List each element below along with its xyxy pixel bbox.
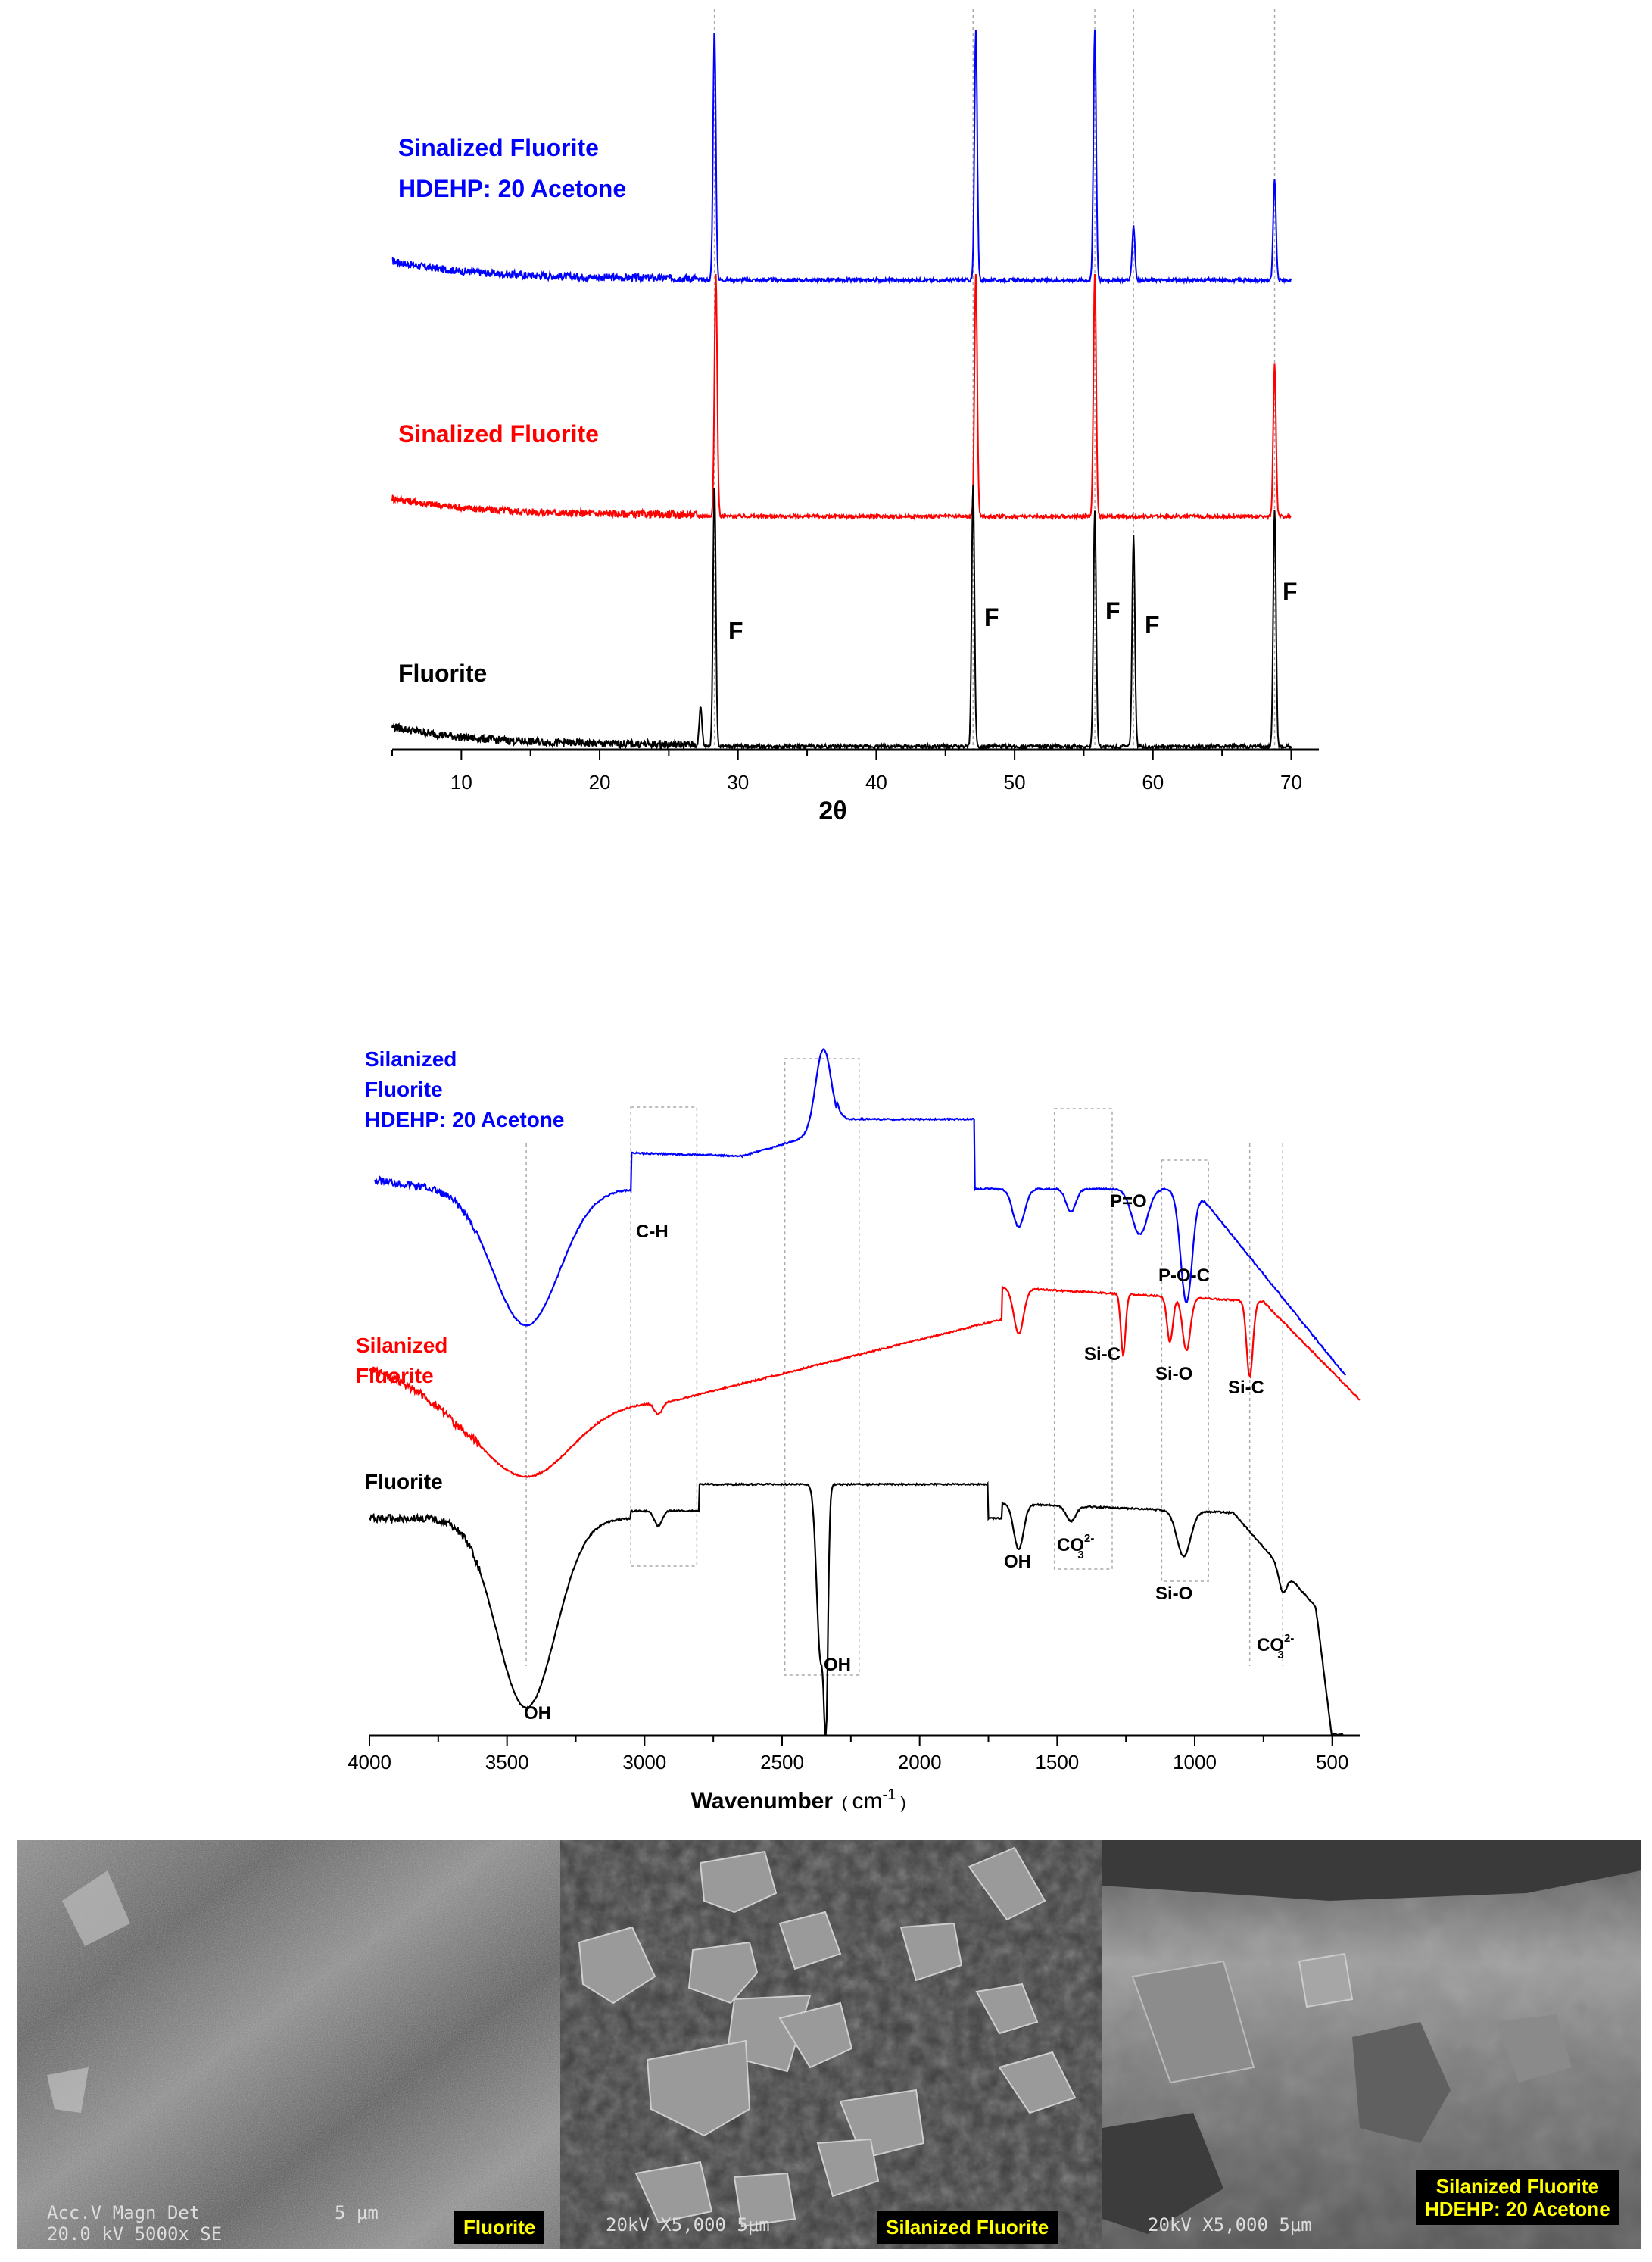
ftir-tick-label: 500 <box>1316 1751 1348 1774</box>
ftir-series-label: HDEHP: 20 Acetone <box>365 1108 564 1131</box>
ftir-tick-label: 1000 <box>1173 1751 1217 1774</box>
xrd-tick-label: 60 <box>1142 771 1164 794</box>
sem-micro-line1: 20kV X5,000 5μm <box>606 2214 770 2235</box>
sem-micro-line2: 20.0 kV 5000x SE <box>47 2223 223 2245</box>
sem-panel-silanized-hdehp: 20kV X5,000 5μm Silanized Fluorite HDEHP… <box>1102 1840 1641 2249</box>
ftir-band-label: OH <box>824 1655 851 1675</box>
ftir-x-axis-label: Wavenumber <box>691 1789 834 1814</box>
ftir-x-axis-unit: ( cm-1 ) <box>842 1786 906 1814</box>
sem-caption-silanized-hdehp: Silanized Fluorite HDEHP: 20 Acetone <box>1416 2170 1619 2225</box>
xrd-tick-label: 20 <box>589 771 611 794</box>
ftir-band-label: Si-C <box>1084 1344 1121 1365</box>
xrd-peak-label: F <box>1105 597 1121 625</box>
ftir-series-label: Silanized <box>365 1047 457 1071</box>
xrd-series-label: Fluorite <box>398 660 487 687</box>
sem-micro-line1: Acc.V Magn Det <box>47 2202 201 2223</box>
ftir-band-label: CO2-3 <box>1257 1632 1294 1661</box>
ftir-tick-label: 1500 <box>1035 1751 1079 1774</box>
ftir-band-label: OH <box>524 1703 551 1724</box>
xrd-series-label: Sinalized Fluorite <box>398 420 599 448</box>
sem-image-silanized <box>560 1840 1102 2249</box>
xrd-peak-label: F <box>1283 578 1298 605</box>
ftir-band-label: OH <box>1004 1552 1031 1572</box>
xrd-tick-label: 50 <box>1004 771 1026 794</box>
ftir-series-label: Silanized <box>356 1334 447 1357</box>
ftir-band-label: CO2-3 <box>1057 1532 1094 1562</box>
xrd-series-label: Sinalized Fluorite <box>398 134 599 161</box>
ftir-tick-label: 2500 <box>760 1751 804 1774</box>
xrd-series-line <box>391 30 1292 285</box>
sem-image-fluorite <box>17 1840 560 2249</box>
ftir-band-boxes <box>525 1058 1284 1676</box>
xrd-series-group <box>391 30 1292 752</box>
sem-caption-line1: Silanized Fluorite <box>1435 2175 1599 2198</box>
ftir-tick-label: 3000 <box>622 1751 666 1774</box>
sem-micro-line1: 20kV X5,000 5μm <box>1148 2214 1312 2235</box>
ftir-series-label: Fluorite <box>356 1364 434 1387</box>
xrd-tick-label: 70 <box>1280 771 1302 794</box>
ftir-series-line <box>369 1480 1344 1736</box>
sem-panel-fluorite: Acc.V Magn Det 20.0 kV 5000x SE 5 μm Flu… <box>17 1840 560 2249</box>
ftir-band-box <box>630 1106 698 1567</box>
xrd-series-label: HDEHP: 20 Acetone <box>398 175 626 202</box>
ftir-band-box <box>1053 1108 1113 1570</box>
sem-caption-line2: HDEHP: 20 Acetone <box>1425 2198 1610 2220</box>
ftir-series-line <box>369 1284 1361 1478</box>
xrd-tick-label: 40 <box>865 771 887 794</box>
ftir-band-label: C-H <box>636 1221 669 1242</box>
xrd-series-line <box>391 273 1292 521</box>
ftir-x-axis: 4000 3500 3000 2500 2000 1500 1000 500 <box>348 1734 1360 1774</box>
ftir-series-group <box>369 1047 1361 1736</box>
xrd-chart: 10 20 30 40 50 60 70 Sinalized Fluorite HDEHP: … <box>391 9 1319 825</box>
ftir-band-label: Si-C <box>1228 1377 1264 1398</box>
ftir-band-label: P-O-C <box>1158 1265 1210 1286</box>
ftir-band-label: P=O <box>1110 1191 1147 1212</box>
ftir-band-label: Si-O <box>1155 1364 1192 1384</box>
ftir-tick-label: 4000 <box>348 1751 391 1774</box>
sem-caption-silanized: Silanized Fluorite <box>877 2211 1058 2244</box>
ftir-band-label: Si-O <box>1155 1583 1192 1604</box>
ftir-series-line <box>374 1047 1347 1376</box>
sem-panel-silanized: 20kV X5,000 5μm Silanized Fluorite <box>560 1840 1102 2249</box>
xrd-tick-label: 30 <box>727 771 749 794</box>
xrd-peak-label: F <box>1145 611 1160 638</box>
xrd-peak-label: F <box>984 604 999 631</box>
xrd-tick-label: 10 <box>450 771 472 794</box>
sem-micro-scale: 5 μm <box>335 2202 379 2223</box>
xrd-x-axis: 10 20 30 40 50 60 70 <box>391 748 1319 794</box>
ftir-series-label: Fluorite <box>365 1078 443 1101</box>
ftir-band-labels: C-H P=O P-O-C Si-C Si-O Si-C OH OH OH CO2-3 Si-O CO… <box>524 1191 1294 1724</box>
xrd-x-axis-label: 2θ <box>818 797 846 825</box>
xrd-peak-annotations: F F F FF <box>728 578 1298 644</box>
ftir-chart: 4000 3500 3000 2500 2000 1500 1000 500 Silanize… <box>348 1047 1361 1814</box>
sem-caption-fluorite: Fluorite <box>454 2211 545 2244</box>
ftir-tick-label: 2000 <box>898 1751 942 1774</box>
ftir-band-box <box>784 1058 860 1676</box>
ftir-series-label: Fluorite <box>365 1470 443 1493</box>
ftir-tick-label: 3500 <box>485 1751 529 1774</box>
ftir-band-box <box>1161 1159 1209 1582</box>
ftir-series-labels: Silanized Fluorite HDEHP: 20 Acetone Silani… <box>356 1047 564 1493</box>
xrd-peak-label: F <box>728 617 743 644</box>
xrd-series-labels: Sinalized Fluorite HDEHP: 20 Acetone Sinal… <box>398 134 626 687</box>
xrd-series-line <box>391 484 1292 752</box>
